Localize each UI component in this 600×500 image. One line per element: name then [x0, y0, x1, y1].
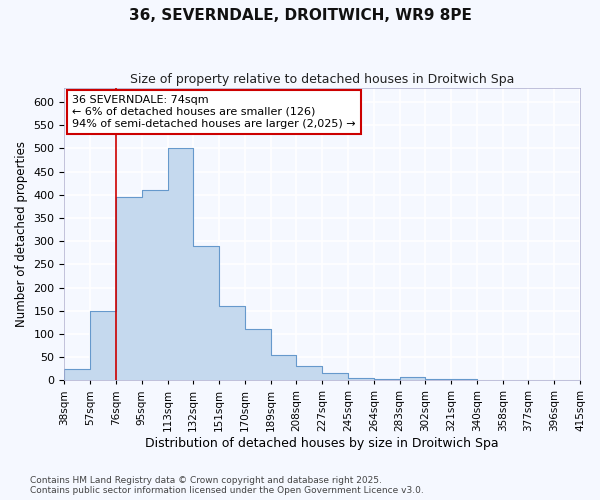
X-axis label: Distribution of detached houses by size in Droitwich Spa: Distribution of detached houses by size … — [145, 437, 499, 450]
Text: Contains HM Land Registry data © Crown copyright and database right 2025.
Contai: Contains HM Land Registry data © Crown c… — [30, 476, 424, 495]
Text: 36, SEVERNDALE, DROITWICH, WR9 8PE: 36, SEVERNDALE, DROITWICH, WR9 8PE — [128, 8, 472, 22]
Title: Size of property relative to detached houses in Droitwich Spa: Size of property relative to detached ho… — [130, 72, 514, 86]
Y-axis label: Number of detached properties: Number of detached properties — [15, 141, 28, 327]
Text: 36 SEVERNDALE: 74sqm
← 6% of detached houses are smaller (126)
94% of semi-detac: 36 SEVERNDALE: 74sqm ← 6% of detached ho… — [72, 96, 356, 128]
